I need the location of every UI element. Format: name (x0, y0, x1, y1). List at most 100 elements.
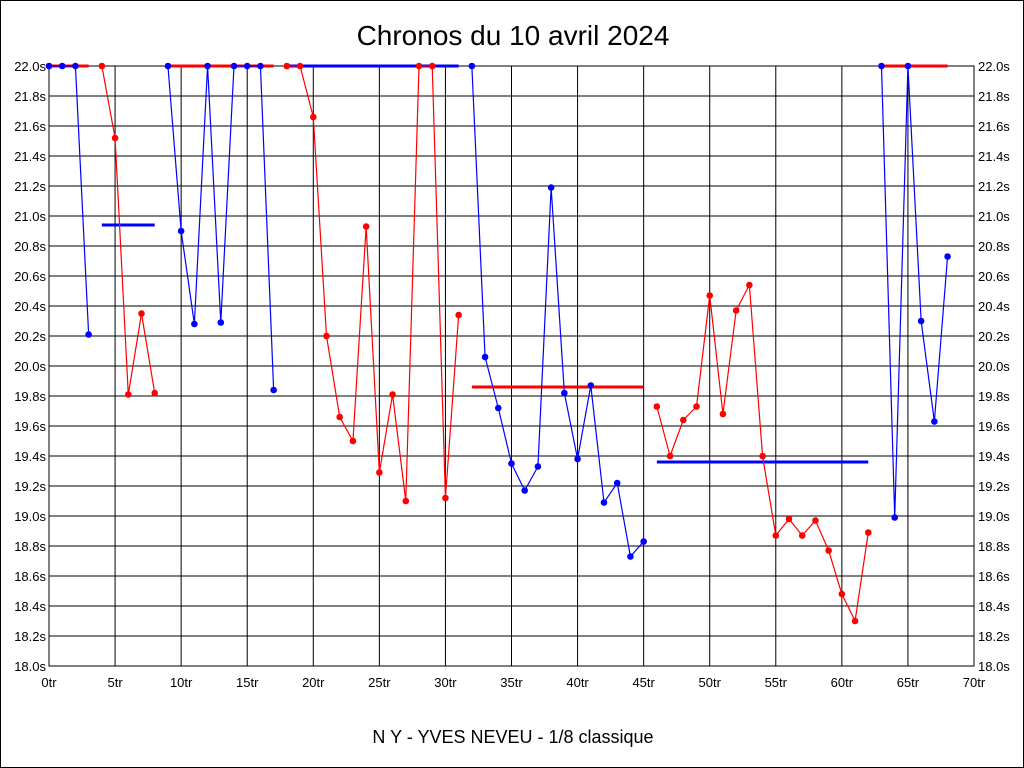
data-point (362, 223, 370, 230)
y-tick-label-left: 18.8s (14, 539, 46, 554)
y-tick-label-right: 21.6s (978, 119, 1010, 134)
data-point (442, 494, 449, 502)
y-tick-label-left: 19.6s (14, 419, 46, 434)
data-point (177, 227, 185, 235)
data-point (521, 487, 529, 494)
data-point (838, 590, 846, 598)
data-point (336, 413, 344, 421)
data-point (825, 547, 832, 554)
y-tick-label-left: 18.6s (14, 569, 46, 584)
data-point (468, 62, 476, 70)
data-point (693, 403, 700, 410)
data-points (45, 62, 951, 625)
y-tick-label-left: 19.0s (14, 509, 46, 524)
data-point (587, 382, 595, 389)
data-point (719, 410, 727, 418)
data-point (243, 62, 251, 70)
data-point (45, 62, 53, 70)
data-point (481, 353, 489, 361)
tick-labels: 0tr 5tr 10tr 15tr 20tr 25tr 30tr 35tr 40tr 45tr 50… (14, 59, 1010, 690)
data-point (296, 62, 304, 70)
y-tick-label-right: 20.4s (978, 299, 1010, 314)
data-point (600, 499, 608, 506)
y-tick-label-left: 18.0s (14, 659, 46, 674)
data-point (402, 497, 410, 505)
y-tick-label-left: 21.2s (14, 179, 46, 194)
y-tick-label-right: 19.0s (978, 509, 1010, 524)
chart-title: Chronos du 10 avril 2024 (357, 20, 670, 51)
data-point (759, 452, 766, 460)
x-tick-label: 5tr (107, 675, 123, 690)
data-point (494, 404, 502, 412)
y-tick-label-left: 19.8s (14, 389, 46, 404)
y-tick-label-left: 20.6s (14, 269, 46, 284)
x-tick-label: 0tr (41, 675, 57, 690)
data-point (72, 62, 79, 70)
y-tick-label-right: 20.0s (978, 359, 1010, 374)
data-point (270, 386, 277, 394)
x-tick-label: 45tr (632, 675, 655, 690)
data-point (878, 62, 885, 70)
x-tick-label: 65tr (897, 675, 920, 690)
y-tick-label-left: 21.0s (14, 209, 46, 224)
y-tick-label-right: 21.0s (978, 209, 1010, 224)
data-point (706, 292, 714, 299)
data-point (164, 62, 172, 70)
x-tick-label: 30tr (434, 675, 457, 690)
data-point (851, 617, 859, 625)
x-tick-label: 50tr (699, 675, 722, 690)
series-line (49, 65, 90, 335)
data-point (151, 389, 159, 397)
data-point (138, 310, 145, 317)
y-tick-label-right: 22.0s (978, 59, 1010, 74)
data-point (217, 319, 225, 326)
y-tick-label-right: 19.6s (978, 419, 1010, 434)
x-tick-label: 40tr (566, 675, 589, 690)
series-line (880, 65, 949, 518)
y-tick-label-left: 18.4s (14, 599, 46, 614)
y-tick-label-right: 21.8s (978, 89, 1010, 104)
y-tick-label-right: 20.6s (978, 269, 1010, 284)
x-tick-label: 70tr (963, 675, 986, 690)
y-tick-label-left: 20.4s (14, 299, 46, 314)
y-tick-label-right: 18.4s (978, 599, 1010, 614)
data-point (679, 416, 687, 424)
data-point (547, 184, 555, 191)
y-tick-label-left: 21.6s (14, 119, 46, 134)
y-tick-label-left: 20.0s (14, 359, 46, 374)
data-point (349, 437, 357, 445)
y-tick-label-left: 21.4s (14, 149, 46, 164)
series-line (471, 65, 645, 558)
y-tick-label-right: 19.2s (978, 479, 1010, 494)
data-point (931, 418, 938, 425)
data-point (640, 538, 647, 545)
y-tick-label-right: 20.8s (978, 239, 1010, 254)
data-point (58, 62, 66, 70)
chart-footer: N Y - YVES NEVEU - 1/8 classique (372, 727, 653, 747)
x-tick-label: 25tr (368, 675, 391, 690)
data-point (746, 281, 753, 289)
data-point (191, 320, 198, 328)
y-tick-label-right: 20.2s (978, 329, 1010, 344)
y-tick-label-right: 21.2s (978, 179, 1010, 194)
data-point (666, 452, 674, 460)
data-point (785, 515, 793, 523)
x-tick-label: 15tr (236, 675, 259, 690)
y-tick-label-left: 21.8s (14, 89, 46, 104)
data-point (613, 479, 621, 487)
y-tick-label-left: 22.0s (14, 59, 46, 74)
data-point (917, 317, 925, 325)
series-lines (49, 65, 949, 623)
y-tick-label-right: 18.8s (978, 539, 1010, 554)
y-tick-label-left: 20.8s (14, 239, 46, 254)
data-point (204, 62, 211, 70)
data-point (508, 460, 515, 467)
data-point (455, 311, 462, 319)
data-point (309, 113, 317, 121)
x-tick-label: 10tr (170, 675, 193, 690)
x-tick-label: 60tr (831, 675, 854, 690)
y-tick-label-left: 18.2s (14, 629, 46, 644)
y-tick-label-right: 19.8s (978, 389, 1010, 404)
